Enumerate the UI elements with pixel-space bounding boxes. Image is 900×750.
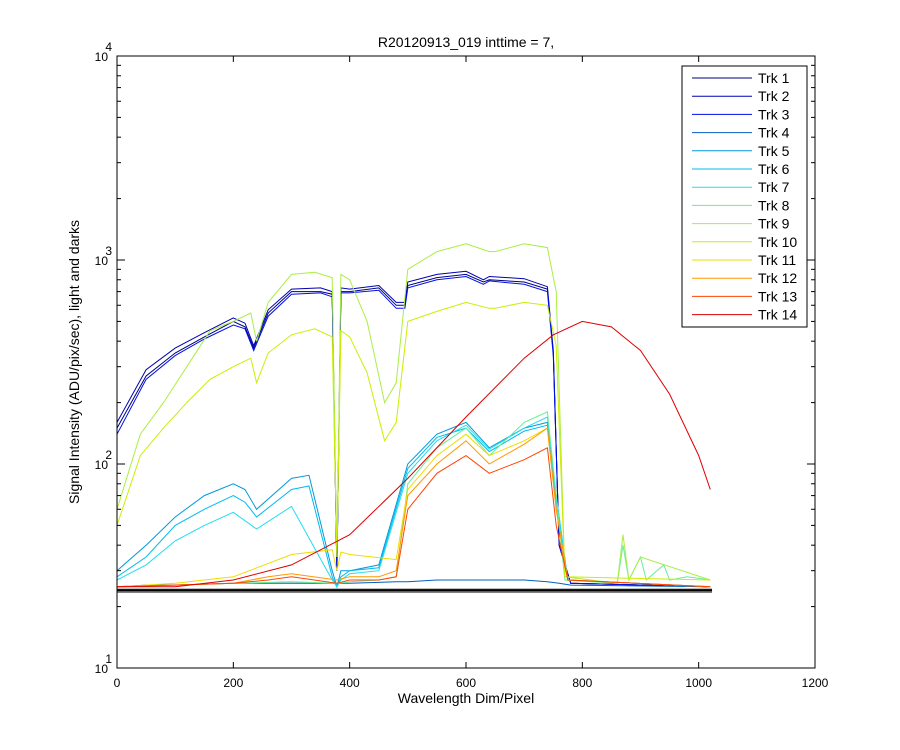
x-axis-title: Wavelength Dim/Pixel [398,690,534,706]
y-tick-exponent: 1 [105,652,112,666]
series-layer [116,243,711,589]
dark-frame-lines [117,588,713,593]
series-line-trk-1 [116,273,711,588]
series-line-trk-12 [116,427,711,588]
legend-label: Trk 7 [758,179,790,195]
series-line-trk-2 [116,270,711,588]
y-axis-title: Signal Intensity (ADU/pix/sec), light an… [66,220,82,504]
legend-label: Trk 8 [758,197,790,213]
x-tick-label: 200 [223,676,243,690]
x-axis: 0 200 400 600 800 1000 1200 [114,56,829,690]
legend-label: Trk 13 [758,288,797,304]
legend-label: Trk 9 [758,216,790,232]
series-line-trk-5 [116,421,711,589]
x-tick-label: 1200 [802,676,829,690]
legend-label: Trk 14 [758,307,797,323]
series-line-trk-10 [116,301,711,581]
x-tick-label: 1000 [685,676,712,690]
series-line-trk-13 [116,447,711,588]
y-tick-label: 10 [95,254,109,268]
series-line-trk-3 [116,275,711,588]
y-tick-exponent: 4 [105,40,112,54]
y-tick-exponent: 3 [105,244,112,258]
chart-title: R20120913_019 inttime = 7, [378,34,554,50]
legend-box [681,65,808,328]
legend-label: Trk 10 [758,234,797,250]
legend-label: Trk 12 [758,270,797,286]
x-tick-label: 600 [456,676,476,690]
legend-label: Trk 5 [758,143,790,159]
x-tick-label: 0 [114,676,121,690]
legend-label: Trk 6 [758,161,790,177]
legend-label: Trk 4 [758,125,790,141]
series-line-trk-14 [117,320,711,588]
x-tick-label: 400 [340,676,360,690]
legend: Trk 1 Trk 2 Trk 3 Trk 4 Trk 5 Trk 6 Trk 7 Trk 8… [681,65,808,328]
series-line-trk-7 [116,416,711,588]
y-tick-exponent: 2 [105,448,112,462]
y-tick-label: 10 [95,50,109,64]
y-tick-label: 10 [95,662,109,676]
y-tick-label: 10 [95,458,109,472]
legend-label: Trk 11 [758,252,796,268]
x-tick-label: 800 [572,676,592,690]
legend-label: Trk 1 [758,70,790,86]
legend-label: Trk 3 [758,106,790,122]
legend-label: Trk 2 [758,88,790,104]
series-line-trk-6 [116,424,711,589]
